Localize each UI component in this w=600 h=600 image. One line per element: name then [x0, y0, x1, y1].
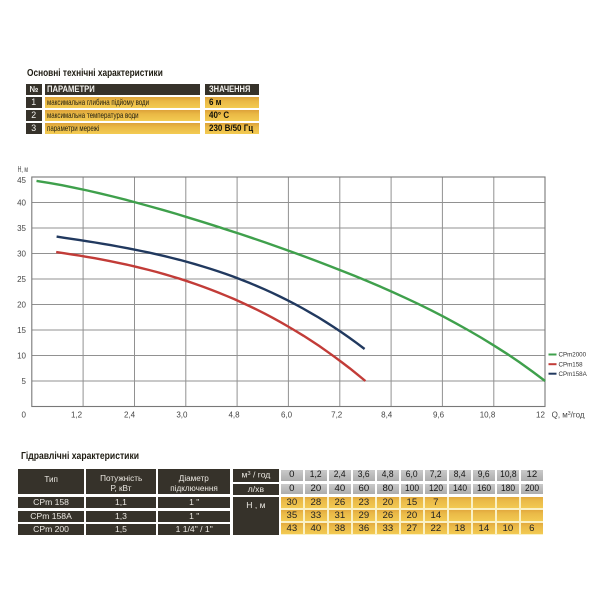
svg-text:12: 12 [536, 411, 545, 420]
svg-text:7,2: 7,2 [331, 411, 343, 420]
svg-text:10: 10 [17, 351, 26, 360]
svg-text:Q, м3/год: Q, м3/год [552, 411, 585, 420]
svg-text:1,2: 1,2 [71, 411, 83, 420]
svg-text:5: 5 [22, 377, 27, 386]
svg-text:6,0: 6,0 [281, 411, 293, 420]
svg-text:H, м: H, м [18, 165, 28, 174]
svg-text:40: 40 [17, 198, 26, 207]
svg-text:35: 35 [17, 224, 26, 233]
svg-text:0: 0 [22, 411, 27, 420]
svg-text:CPm158A: CPm158A [559, 371, 588, 378]
svg-text:10,8: 10,8 [480, 411, 496, 420]
svg-text:15: 15 [17, 326, 26, 335]
svg-text:2,4: 2,4 [124, 411, 136, 420]
svg-text:4,8: 4,8 [228, 411, 240, 420]
svg-text:8,4: 8,4 [381, 411, 393, 420]
svg-text:45: 45 [17, 176, 26, 185]
svg-text:3,0: 3,0 [176, 411, 188, 420]
svg-text:CPm158: CPm158 [559, 361, 584, 368]
svg-text:9,6: 9,6 [433, 411, 445, 420]
svg-text:CPm2000: CPm2000 [559, 352, 587, 359]
svg-text:20: 20 [17, 300, 26, 309]
svg-text:30: 30 [17, 249, 26, 258]
svg-text:25: 25 [17, 275, 26, 284]
